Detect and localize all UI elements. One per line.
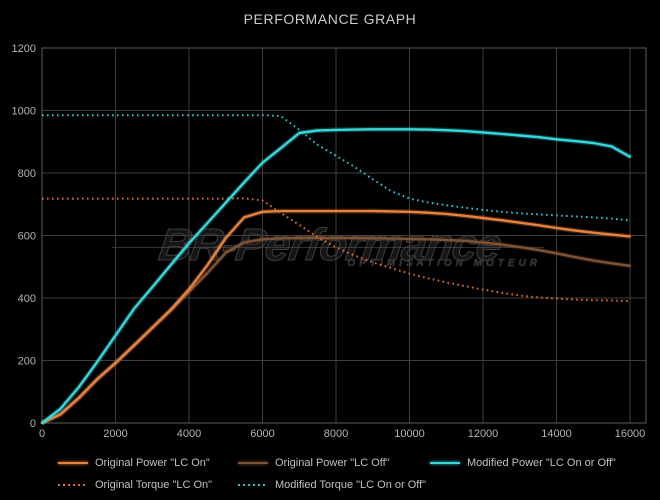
legend-label: Original Power "LC Off" xyxy=(275,457,390,469)
chart-title: PERFORMANCE GRAPH xyxy=(243,11,417,27)
legend-swatch-modified-torque xyxy=(238,484,268,486)
legend-item-original-power-lc-off: Original Power "LC Off" xyxy=(238,457,390,469)
watermark-tagline: OPTIMISATION MOTEUR xyxy=(347,258,541,269)
legend-label: Modified Power "LC On or Off" xyxy=(467,457,616,469)
legend-item-modified-power: Modified Power "LC On or Off" xyxy=(430,457,616,469)
y-tick-label: 200 xyxy=(18,356,36,368)
x-tick-label: 10000 xyxy=(394,428,425,440)
y-tick-label: 800 xyxy=(18,168,36,180)
x-tick-label: 16000 xyxy=(615,428,646,440)
legend-label: Modified Torque "LC On or Off" xyxy=(275,479,427,491)
y-tick-label: 1200 xyxy=(12,43,36,55)
series-line-2 xyxy=(40,128,632,425)
legend-label: Original Torque "LC On" xyxy=(95,479,213,491)
y-tick-label: 1000 xyxy=(12,106,36,118)
x-tick-label: 14000 xyxy=(541,428,572,440)
series-line-4 xyxy=(42,114,631,222)
legend-item-original-torque-lc-on: Original Torque "LC On" xyxy=(58,479,212,491)
series-line-0 xyxy=(40,209,632,425)
legend-item-original-power-lc-on: Original Power "LC On" xyxy=(58,457,210,469)
legend-swatch-original-torque-lc-on xyxy=(58,484,88,486)
legend-swatch-original-power-lc-on xyxy=(58,462,88,464)
watermark-strike-line xyxy=(112,247,544,248)
x-tick-label: 12000 xyxy=(468,428,499,440)
legend-item-modified-torque: Modified Torque "LC On or Off" xyxy=(238,479,426,491)
legend-swatch-original-power-lc-off xyxy=(238,462,268,464)
legend-label: Original Power "LC On" xyxy=(95,457,210,469)
x-tick-label: 4000 xyxy=(177,428,201,440)
series-line-3 xyxy=(42,197,631,303)
x-tick-label: 6000 xyxy=(250,428,274,440)
legend-swatch-modified-power xyxy=(430,462,460,464)
y-tick-label: 400 xyxy=(18,293,36,305)
x-tick-label: 2000 xyxy=(103,428,127,440)
x-tick-label: 0 xyxy=(39,428,45,440)
y-tick-label: 600 xyxy=(18,231,36,243)
y-tick-label: 0 xyxy=(30,418,36,430)
x-tick-label: 8000 xyxy=(324,428,348,440)
plot-border xyxy=(41,47,647,424)
